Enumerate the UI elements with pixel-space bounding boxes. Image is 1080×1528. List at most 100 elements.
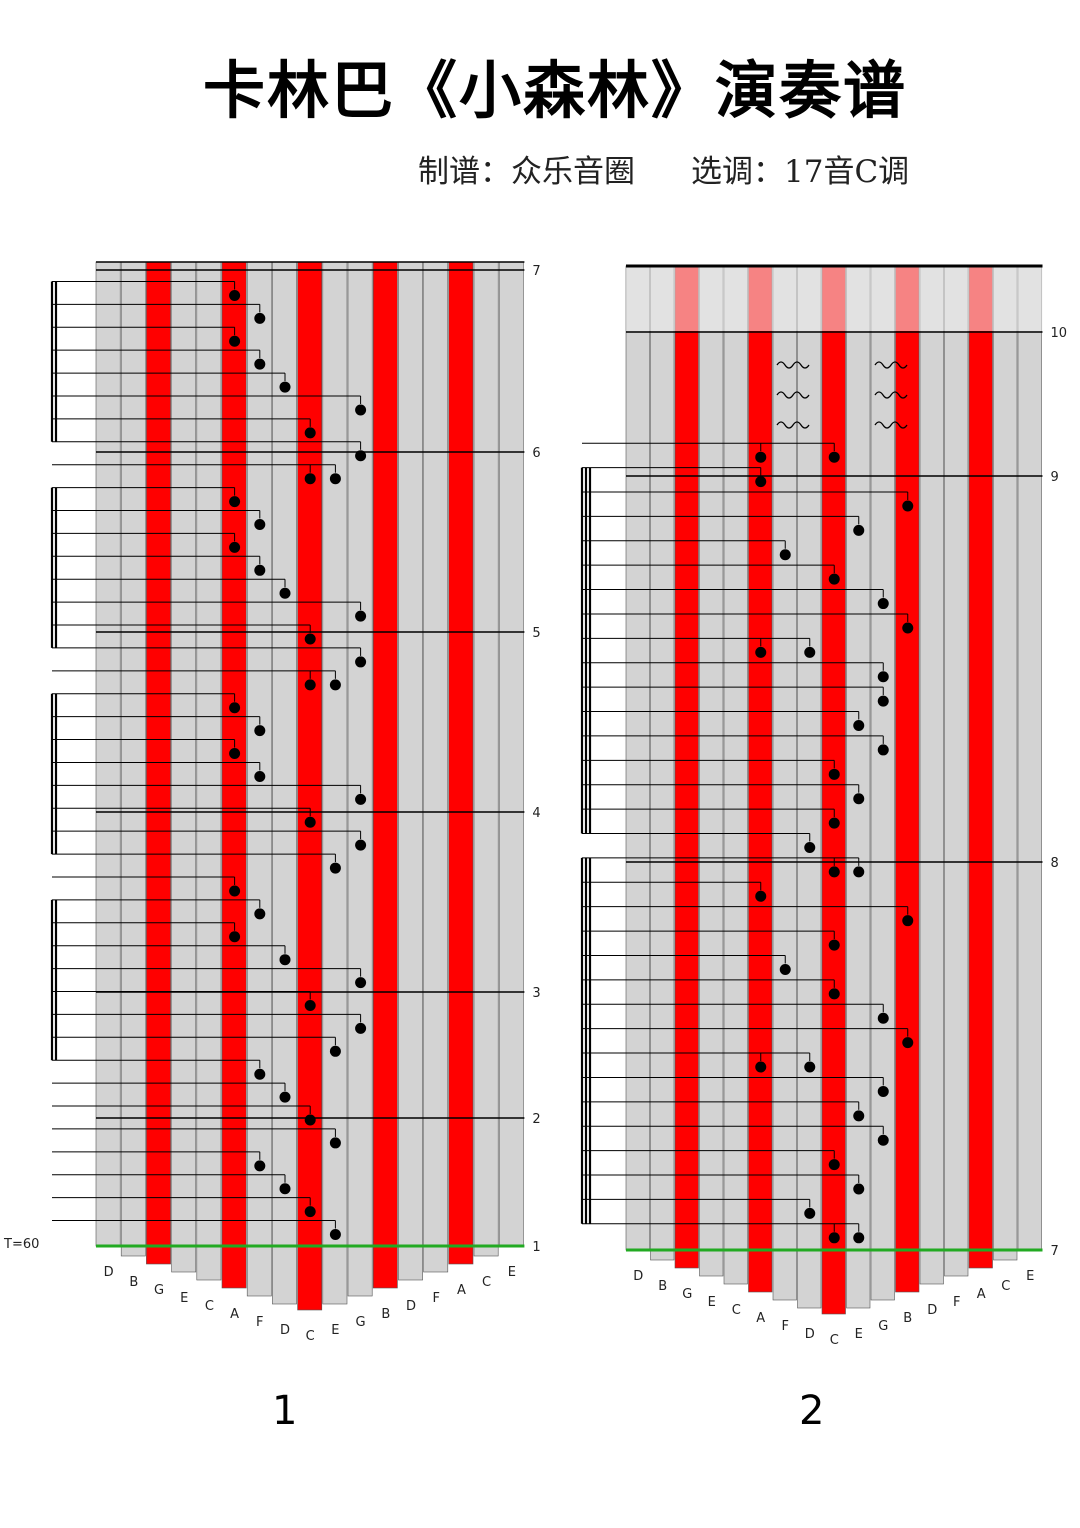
bar-number: 6 <box>532 446 540 461</box>
note-dot <box>355 1022 367 1034</box>
note-dot <box>279 954 291 966</box>
key-note-label: F <box>256 1315 263 1330</box>
kalimba-key <box>146 261 171 1265</box>
note-dot <box>902 500 914 512</box>
kalimba-key <box>347 261 373 1297</box>
bar-number: 10 <box>1051 326 1068 341</box>
tempo-marking: T=60 <box>3 1237 39 1252</box>
note-dot <box>902 622 914 634</box>
kalimba-key <box>398 261 423 1281</box>
kalimba-key <box>772 265 797 1301</box>
note-dot <box>304 633 316 645</box>
trill-mark <box>874 421 908 429</box>
kalimba-key <box>221 261 247 1289</box>
kalimba-tab-panel-2: D B G E C A F D C E G B D F A C E 7 8 9 10 <box>560 240 1080 1350</box>
key-note-label: E <box>331 1323 339 1338</box>
note-dot <box>355 656 367 668</box>
kalimba-key <box>797 265 822 1309</box>
key-note-label: G <box>356 1315 366 1330</box>
note-dot <box>779 549 791 561</box>
note-dot <box>828 866 840 878</box>
key-note-label: E <box>1026 1269 1034 1284</box>
key-note-label: B <box>658 1279 667 1294</box>
kalimba-key <box>171 261 197 1273</box>
kalimba-key <box>968 265 993 1269</box>
note-dot <box>304 1000 316 1011</box>
note-dot <box>853 720 865 732</box>
kalimba-key <box>919 265 944 1285</box>
note-dot <box>355 839 367 851</box>
note-dot <box>355 793 367 805</box>
key-note-label: C <box>1001 1279 1010 1294</box>
key-note-label: C <box>830 1333 839 1348</box>
note-dot <box>755 646 767 658</box>
key-note-label: B <box>129 1275 138 1290</box>
bar-number: 2 <box>532 1112 540 1127</box>
note-dot <box>329 679 341 691</box>
note-dot <box>329 1229 341 1241</box>
note-dot <box>355 404 367 416</box>
note-dot <box>853 524 865 536</box>
kalimba-key <box>473 261 499 1257</box>
key-note-label: G <box>154 1283 164 1298</box>
note-dot <box>229 335 241 347</box>
note-dot <box>254 519 266 530</box>
note-dot <box>804 842 816 853</box>
note-dot <box>877 598 889 610</box>
note-dot <box>853 1110 865 1122</box>
key-note-label: D <box>406 1299 416 1314</box>
note-dot <box>828 939 840 951</box>
note-dot <box>229 541 241 553</box>
key-note-label: G <box>878 1319 888 1334</box>
kalimba-key <box>674 265 699 1269</box>
note-dot <box>229 931 241 943</box>
kalimba-key <box>120 261 146 1257</box>
trill-mark <box>776 391 810 399</box>
kalimba-key <box>372 261 398 1289</box>
key-note-label: F <box>432 1291 439 1306</box>
note-dot <box>828 988 840 1000</box>
key-note-label: A <box>457 1283 466 1298</box>
note-dot <box>853 1183 865 1195</box>
key-note-label: E <box>508 1265 516 1280</box>
kalimba-key <box>723 265 748 1285</box>
note-dot <box>804 646 816 658</box>
note-dot <box>804 1061 816 1073</box>
note-dot <box>229 702 241 714</box>
bar-number: 7 <box>1051 1244 1059 1259</box>
page-number-2: 2 <box>799 1388 825 1434</box>
note-dot <box>304 1114 316 1126</box>
note-dot <box>804 1207 816 1219</box>
kalimba-tab-panel-1: D B G E C A F D C E G B D F A C E 1 2 3 4 5 6 7 T=60 <box>0 240 560 1350</box>
kalimba-key <box>944 265 969 1277</box>
kalimba-key <box>95 261 121 1247</box>
credits-line: 制谱：众乐音圈 选调：17音C调 <box>418 146 909 191</box>
key-note-label: E <box>708 1295 716 1310</box>
note-dot <box>254 1068 266 1080</box>
key-note-label: A <box>230 1307 239 1322</box>
note-dot <box>304 816 316 828</box>
note-dot <box>304 1206 316 1218</box>
bar-number: 1 <box>532 1240 540 1255</box>
note-dot <box>254 908 266 920</box>
kalimba-key <box>196 261 222 1281</box>
note-dot <box>329 473 341 485</box>
kalimba-key <box>699 265 724 1277</box>
trill-mark <box>776 421 810 429</box>
key-note-label: D <box>805 1327 815 1342</box>
note-dot <box>755 451 767 463</box>
note-dot <box>853 793 865 805</box>
key-note-label: A <box>756 1311 765 1326</box>
note-dot <box>355 450 367 462</box>
note-dot <box>329 1137 341 1149</box>
bar-number: 5 <box>532 626 540 641</box>
note-dot <box>279 1091 291 1103</box>
key-note-label: C <box>205 1299 214 1314</box>
note-dot <box>828 1159 840 1171</box>
key-note-label: B <box>903 1311 912 1326</box>
note-dot <box>329 1045 341 1057</box>
key-note-label: D <box>280 1323 290 1338</box>
note-dot <box>355 977 367 989</box>
